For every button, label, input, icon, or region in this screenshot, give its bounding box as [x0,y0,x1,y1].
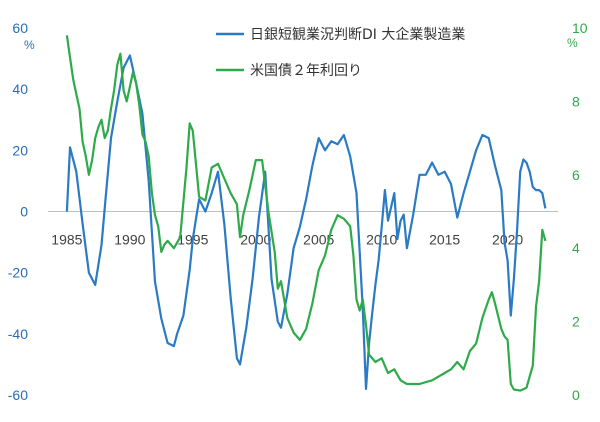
left-tick-label: 20 [12,142,28,158]
x-tick-label: 1985 [51,232,82,248]
legend: 日銀短観業況判断DI 大企業製造業 米国債２年利回り [216,26,465,79]
left-axis-ticks: 60 40 20 0 -20 -40 -60 [8,20,28,403]
right-tick-label: 8 [572,93,580,109]
legend-label-di: 日銀短観業況判断DI 大企業製造業 [250,26,465,43]
x-axis-ticks: 1985 1990 1995 2000 2005 2010 2015 2020 [51,232,523,248]
left-tick-label: 60 [12,20,28,36]
x-tick-label: 2010 [366,232,397,248]
right-tick-label: 4 [572,240,580,256]
right-tick-label: 2 [572,314,580,330]
left-tick-label: -40 [8,326,28,342]
left-tick-label: 0 [20,204,28,220]
left-tick-label: -20 [8,265,28,281]
series-lines [65,35,547,392]
x-tick-label: 2005 [303,232,334,248]
x-tick-label: 2020 [492,232,523,248]
right-tick-label: 0 [572,387,580,403]
series-line-di [65,54,547,390]
left-tick-label: -60 [8,387,28,403]
left-tick-label: 40 [12,81,28,97]
series-line-yield [65,35,547,392]
x-tick-label: 1990 [114,232,145,248]
left-axis-unit: % [24,38,35,52]
legend-label-yield: 米国債２年利回り [250,63,362,79]
right-tick-label: 6 [572,167,580,183]
x-tick-label: 2015 [429,232,460,248]
right-axis-unit: % [567,36,578,50]
right-axis-ticks: 10 8 6 4 2 0 [572,20,588,403]
right-tick-label: 10 [572,20,588,36]
